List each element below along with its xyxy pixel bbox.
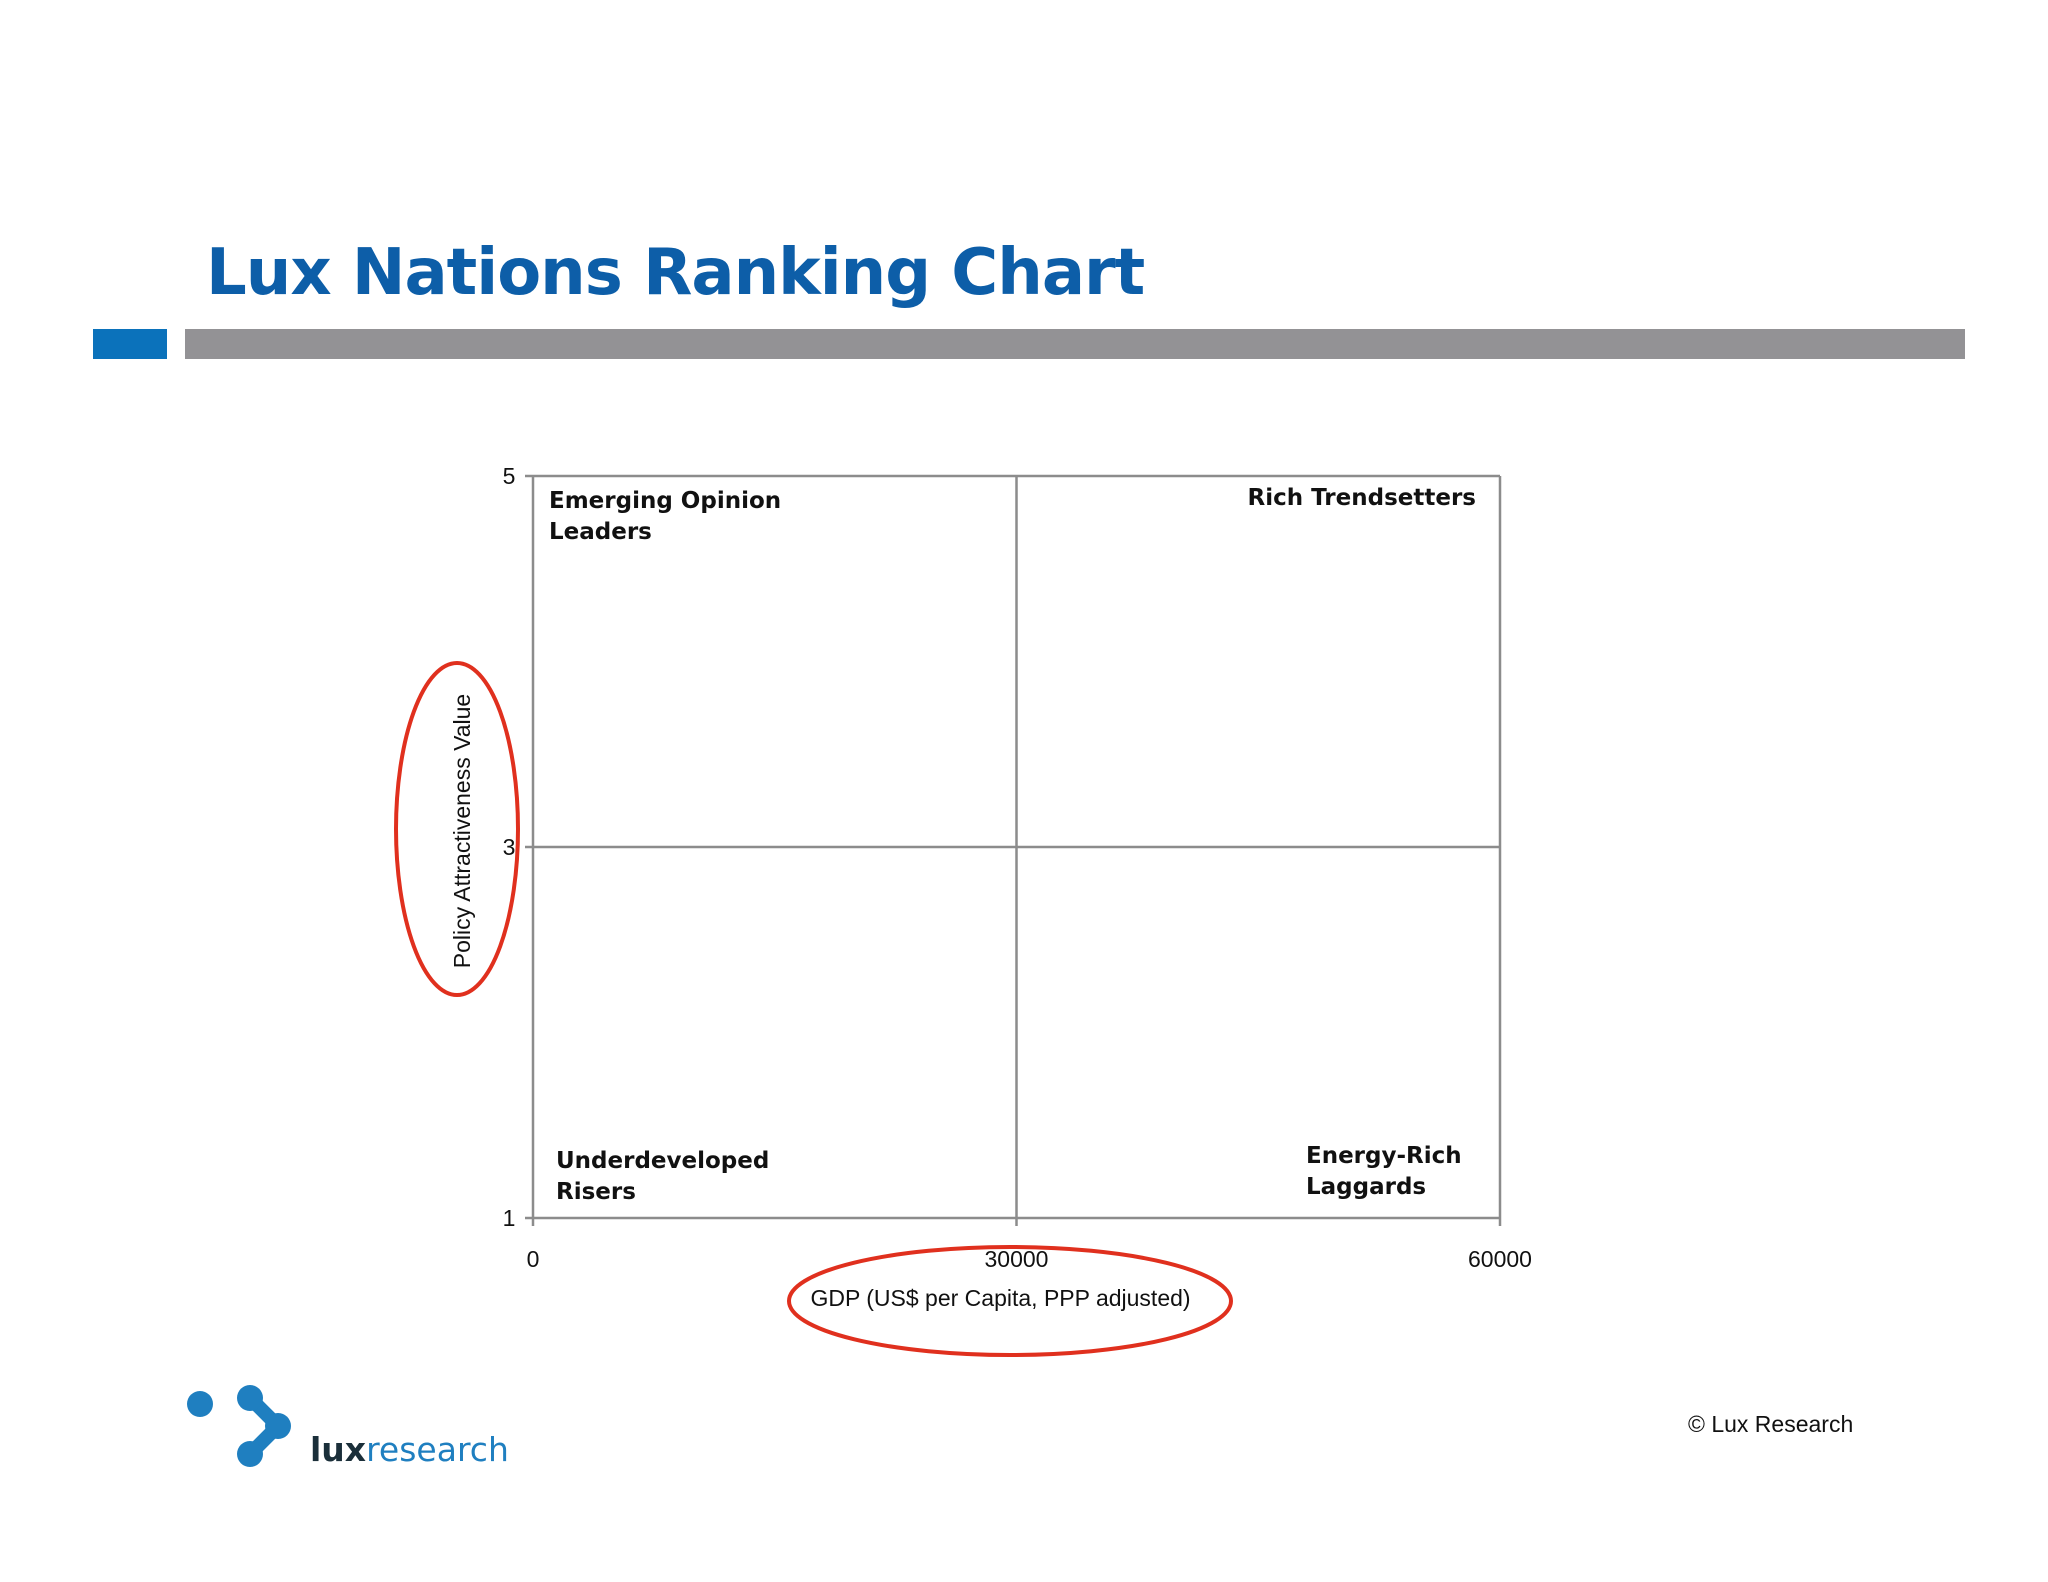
quadrant-label-bottom-left: Risers: [556, 1179, 636, 1205]
lux-research-logo: luxresearch: [180, 1380, 520, 1490]
y-axis-label: Policy Attractiveness Value: [449, 694, 475, 968]
logo-wordmark: luxresearch: [310, 1430, 509, 1469]
copyright-notice: © Lux Research: [1688, 1411, 1854, 1437]
title-rule-bar: [185, 329, 1965, 359]
quadrant-label-bottom-right: Laggards: [1306, 1174, 1426, 1200]
x-tick-label: 60000: [1468, 1246, 1532, 1272]
y-tick-label: 1: [503, 1205, 516, 1231]
x-tick-label: 0: [527, 1246, 540, 1272]
quadrant-label-top-left: Leaders: [549, 519, 652, 545]
title-rule-accent: [93, 329, 167, 359]
y-tick-label: 3: [503, 834, 516, 860]
logo-mark-icon: [187, 1385, 291, 1467]
quadrant-labels: Emerging Opinion Leaders Rich Trendsetters…: [549, 485, 1476, 1205]
quadrant-label-top-right: Rich Trendsetters: [1248, 485, 1476, 511]
y-axis-label-highlight-ellipse: [394, 661, 520, 997]
logo-word-lux: lux: [310, 1430, 367, 1469]
quadrant-label-bottom-left: Underdeveloped: [556, 1148, 769, 1174]
x-axis-label: GDP (US$ per Capita, PPP adjusted): [810, 1285, 1190, 1311]
quadrant-label-bottom-right: Energy-Rich: [1306, 1143, 1462, 1169]
x-tick-label: 30000: [985, 1246, 1049, 1272]
x-axis-label-highlight-ellipse: [787, 1245, 1233, 1357]
plot-frame: [531, 474, 1502, 1220]
axis-ticks: 0 30000 60000 5 3 1: [503, 463, 1532, 1272]
slide-title: Lux Nations Ranking Chart: [206, 236, 1145, 310]
quadrant-label-top-left: Emerging Opinion: [549, 488, 781, 514]
logo-word-research: research: [366, 1430, 509, 1469]
y-tick-label: 5: [503, 463, 516, 489]
